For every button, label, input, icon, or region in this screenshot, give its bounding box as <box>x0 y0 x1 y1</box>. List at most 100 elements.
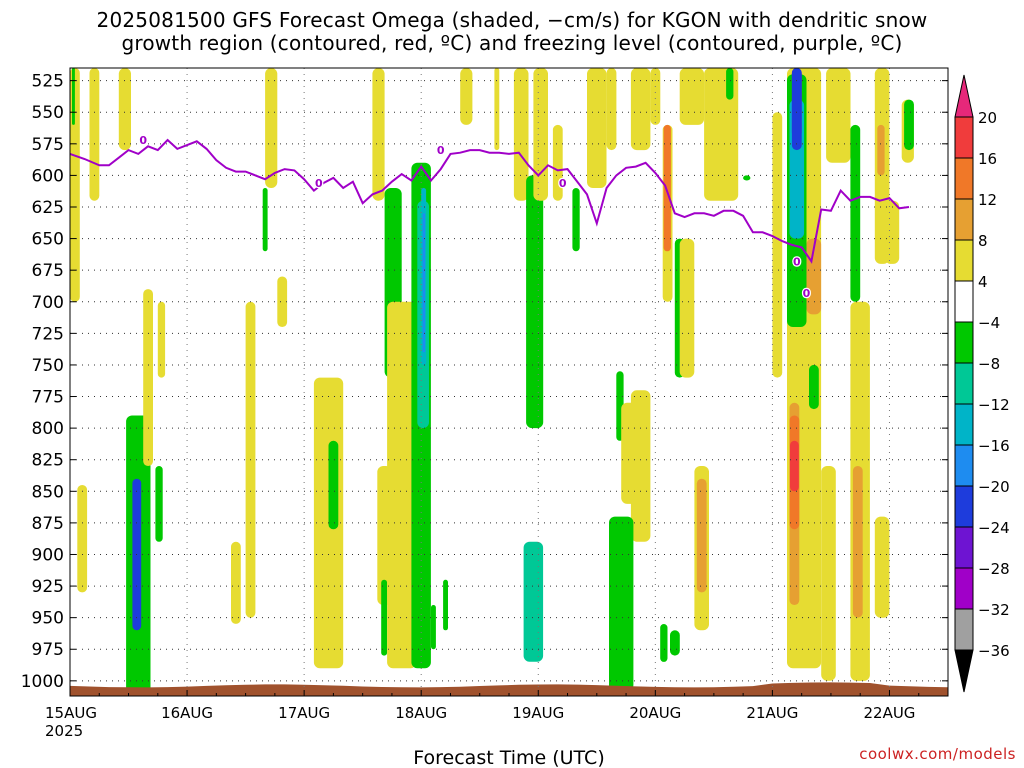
colorbar-label: 4 <box>978 273 988 291</box>
omega-region <box>277 276 288 327</box>
terrain-layer <box>70 682 948 696</box>
grid-layer <box>70 68 948 696</box>
omega-region <box>526 175 544 429</box>
x-tick-label: 20AUG <box>629 704 681 722</box>
freezing-level-label: 0 <box>315 177 323 190</box>
omega-region <box>155 466 163 542</box>
axes-layer: 525 550 575 600 625 650 675 700 725 750 775 800 825 8… <box>21 67 949 768</box>
y-tick-label: 850 <box>32 482 64 502</box>
colorbar-bin <box>954 321 974 364</box>
omega-region <box>660 624 668 662</box>
omega-region <box>265 68 278 188</box>
colorbar-bin <box>954 157 974 200</box>
y-tick-label: 725 <box>32 324 64 344</box>
colorbar-label: −12 <box>978 396 1010 414</box>
colorbar-bottom-arrow <box>954 649 974 693</box>
omega-region <box>262 188 268 252</box>
y-tick-label: 775 <box>32 388 64 408</box>
x-tick-label: 21AUG <box>746 704 798 722</box>
y-tick-label: 800 <box>32 419 64 439</box>
omega-region <box>850 124 861 302</box>
omega-region <box>884 200 900 264</box>
omega-region <box>372 68 385 201</box>
x-tick-label: 19AUG <box>512 704 564 722</box>
omega-region <box>231 541 241 624</box>
colorbar-label: −28 <box>978 560 1010 578</box>
omega-region <box>806 238 822 315</box>
omega-region <box>587 68 607 188</box>
colorbar-label: −20 <box>978 478 1010 496</box>
omega-region <box>143 289 153 466</box>
x-tick-label: 17AUG <box>278 704 330 722</box>
x-tick-label: 15AUG <box>45 704 97 722</box>
x-tick-label: 18AUG <box>395 704 447 722</box>
omega-region <box>704 68 739 201</box>
y-tick-label: 625 <box>32 198 64 218</box>
freezing-level-label: 0 <box>803 287 811 300</box>
colorbar-label: 16 <box>978 150 997 168</box>
omega-region <box>89 68 100 201</box>
omega-region <box>606 68 617 151</box>
colorbar-legend: 20 16 12 8 4 −4 −8 −12 −16 −20 −24 −28 −32 −36 <box>954 74 1010 693</box>
y-tick-label: 975 <box>32 640 64 660</box>
colorbar-bin <box>954 198 974 241</box>
omega-region <box>328 440 339 530</box>
colorbar-label: 20 <box>978 109 997 127</box>
freezing-level-layer: 0 0 0 0 0 0 <box>69 133 910 301</box>
omega-shading-layer <box>70 68 948 696</box>
colorbar-label: −8 <box>978 355 1000 373</box>
colorbar-bin <box>954 567 974 610</box>
chart-title-line-2: growth region (contoured, red, ºC) and f… <box>121 31 903 55</box>
colorbar-bin <box>954 444 974 487</box>
colorbar-bin <box>954 526 974 569</box>
omega-region <box>72 68 75 125</box>
y-tick-label: 750 <box>32 356 64 376</box>
colorbar-bin <box>954 280 974 323</box>
colorbar-label: 12 <box>978 191 997 209</box>
omega-region <box>726 68 734 100</box>
omega-region <box>70 68 80 302</box>
omega-region <box>118 68 131 151</box>
freezing-level-label: 0 <box>139 134 147 147</box>
omega-region <box>460 68 473 125</box>
y-tick-label: 650 <box>32 230 64 250</box>
colorbar-label: −32 <box>978 601 1010 619</box>
source-credit[interactable]: coolwx.com/models <box>859 745 1016 763</box>
colorbar-label: −36 <box>978 642 1010 660</box>
omega-region <box>552 124 563 201</box>
omega-region <box>609 516 634 691</box>
freezing-level-line <box>69 138 910 264</box>
y-tick-label: 875 <box>32 514 64 534</box>
omega-region <box>650 68 661 125</box>
y-tick-label: 1000 <box>21 672 64 692</box>
colorbar-label: −24 <box>978 519 1010 537</box>
y-tick-label: 900 <box>32 545 64 565</box>
y-tick-label: 550 <box>32 103 64 123</box>
omega-region <box>877 124 885 176</box>
x-tick-label: 16AUG <box>161 704 213 722</box>
y-tick-label: 600 <box>32 166 64 186</box>
omega-region <box>387 301 417 669</box>
omega-region <box>572 188 580 252</box>
omega-region <box>523 541 544 662</box>
x-tick-label: 22AUG <box>863 704 915 722</box>
omega-region <box>630 390 651 542</box>
omega-region <box>157 301 166 378</box>
omega-region <box>494 68 500 151</box>
colorbar-label: −4 <box>978 314 1000 332</box>
colorbar-bin <box>954 362 974 405</box>
omega-region <box>513 68 529 201</box>
omega-region <box>630 68 651 151</box>
x-axis-label: Forecast Time (UTC) <box>413 747 604 768</box>
colorbar-bin <box>954 485 974 528</box>
omega-region <box>791 68 802 151</box>
freezing-level-label: 0 <box>793 255 801 268</box>
chart-title-line-1: 2025081500 GFS Forecast Omega (shaded, −… <box>96 8 928 32</box>
omega-region <box>826 68 851 163</box>
colorbar-bin <box>954 116 974 159</box>
y-tick-label: 675 <box>32 261 64 281</box>
y-tick-label: 925 <box>32 577 64 597</box>
omega-region <box>904 99 914 151</box>
colorbar-bin <box>954 608 974 651</box>
